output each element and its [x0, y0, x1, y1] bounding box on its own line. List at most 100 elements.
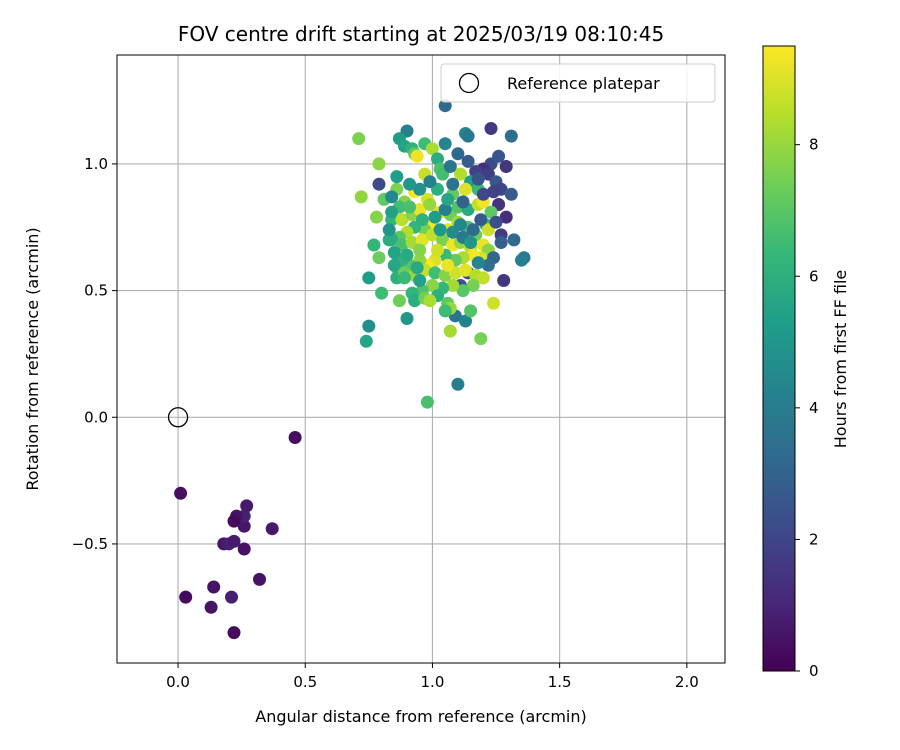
data-point	[438, 203, 452, 216]
data-point	[456, 195, 470, 209]
data-point	[504, 187, 518, 201]
data-point	[410, 149, 424, 163]
colorbar-label: Hours from first FF file	[831, 270, 850, 449]
y-tick-label: −0.5	[72, 535, 108, 553]
colorbar-tick-label: 0	[809, 662, 819, 680]
data-point	[471, 256, 485, 270]
data-point	[423, 294, 437, 308]
data-point	[207, 580, 221, 594]
data-point	[487, 296, 500, 310]
data-point	[227, 626, 241, 640]
data-point	[446, 177, 460, 191]
data-point	[425, 142, 439, 156]
data-point	[438, 137, 452, 151]
data-point	[428, 266, 442, 280]
legend-marker	[458, 72, 480, 94]
data-point	[438, 304, 452, 318]
colorbar-tick-label: 2	[809, 530, 819, 548]
y-axis-ticks: −0.5 0.0 0.5 1.0	[72, 155, 117, 553]
data-point	[410, 261, 424, 275]
legend-box	[440, 63, 716, 103]
legend: Reference platepar	[440, 63, 716, 103]
data-point	[476, 271, 490, 285]
data-point	[408, 294, 422, 308]
data-point	[441, 258, 455, 272]
legend-label: Reference platepar	[507, 74, 660, 93]
data-point	[420, 395, 434, 409]
data-point	[494, 236, 508, 249]
x-tick-label: 2.0	[675, 673, 699, 691]
plot-frame	[116, 54, 726, 664]
data-point	[174, 486, 188, 500]
data-point	[387, 258, 401, 272]
data-point	[395, 213, 409, 227]
data-point	[359, 334, 373, 348]
data-point	[227, 534, 241, 548]
data-point	[438, 268, 452, 282]
data-point	[492, 149, 506, 163]
data-points	[174, 99, 531, 640]
data-point	[481, 258, 495, 272]
data-point	[385, 205, 399, 219]
data-point	[227, 514, 241, 528]
x-tick-label: 0.0	[166, 673, 190, 691]
data-point	[499, 160, 513, 173]
data-point	[451, 377, 465, 391]
data-point	[400, 312, 414, 325]
y-axis-title: Rotation from reference (arcmin)	[23, 227, 42, 490]
data-point	[413, 203, 427, 216]
data-point	[225, 590, 238, 604]
data-point	[431, 152, 444, 166]
data-point	[367, 238, 381, 252]
data-point	[240, 499, 254, 513]
data-point	[372, 251, 386, 265]
data-point	[446, 279, 460, 292]
x-tick-label: 0.5	[293, 673, 317, 691]
data-point	[382, 223, 396, 237]
data-point	[288, 431, 302, 444]
x-tick-label: 1.5	[548, 673, 572, 691]
data-point	[461, 129, 475, 143]
data-point	[471, 172, 485, 186]
data-point	[474, 332, 488, 346]
chart-title: FOV centre drift starting at 2025/03/19 …	[178, 22, 664, 46]
data-point	[453, 167, 467, 181]
data-point	[385, 233, 399, 247]
data-point	[443, 160, 457, 173]
data-point	[392, 294, 406, 308]
colorbar-tick-label: 6	[809, 267, 819, 285]
data-point	[484, 122, 498, 135]
data-point	[451, 147, 465, 161]
data-point	[398, 271, 411, 285]
data-point	[487, 185, 500, 199]
data-point	[387, 246, 401, 260]
y-tick-label: 0.0	[84, 408, 108, 426]
data-point	[499, 210, 513, 224]
data-point	[385, 190, 399, 204]
data-point	[484, 205, 498, 219]
colorbar: 0 2 4 6 8 Hours from first FF file	[762, 45, 850, 680]
data-point	[428, 210, 442, 224]
data-point	[413, 243, 427, 257]
data-point	[433, 223, 447, 237]
data-point	[253, 572, 266, 586]
data-point	[456, 284, 470, 298]
data-point	[497, 274, 511, 287]
data-point	[443, 324, 457, 338]
data-point	[515, 253, 528, 267]
colorbar-gradient	[762, 45, 796, 672]
data-point	[413, 182, 427, 196]
x-axis-ticks: 0.0 0.5 1.0 1.5 2.0	[166, 663, 699, 691]
data-point	[362, 271, 376, 285]
data-point	[466, 223, 480, 237]
data-point	[415, 233, 429, 247]
x-tick-label: 1.0	[421, 673, 445, 691]
y-tick-label: 1.0	[84, 155, 108, 173]
y-tick-label: 0.5	[84, 282, 108, 300]
data-point	[372, 177, 386, 191]
data-point	[436, 233, 450, 247]
data-point	[362, 319, 376, 333]
data-point	[461, 154, 475, 168]
data-point	[441, 192, 455, 206]
